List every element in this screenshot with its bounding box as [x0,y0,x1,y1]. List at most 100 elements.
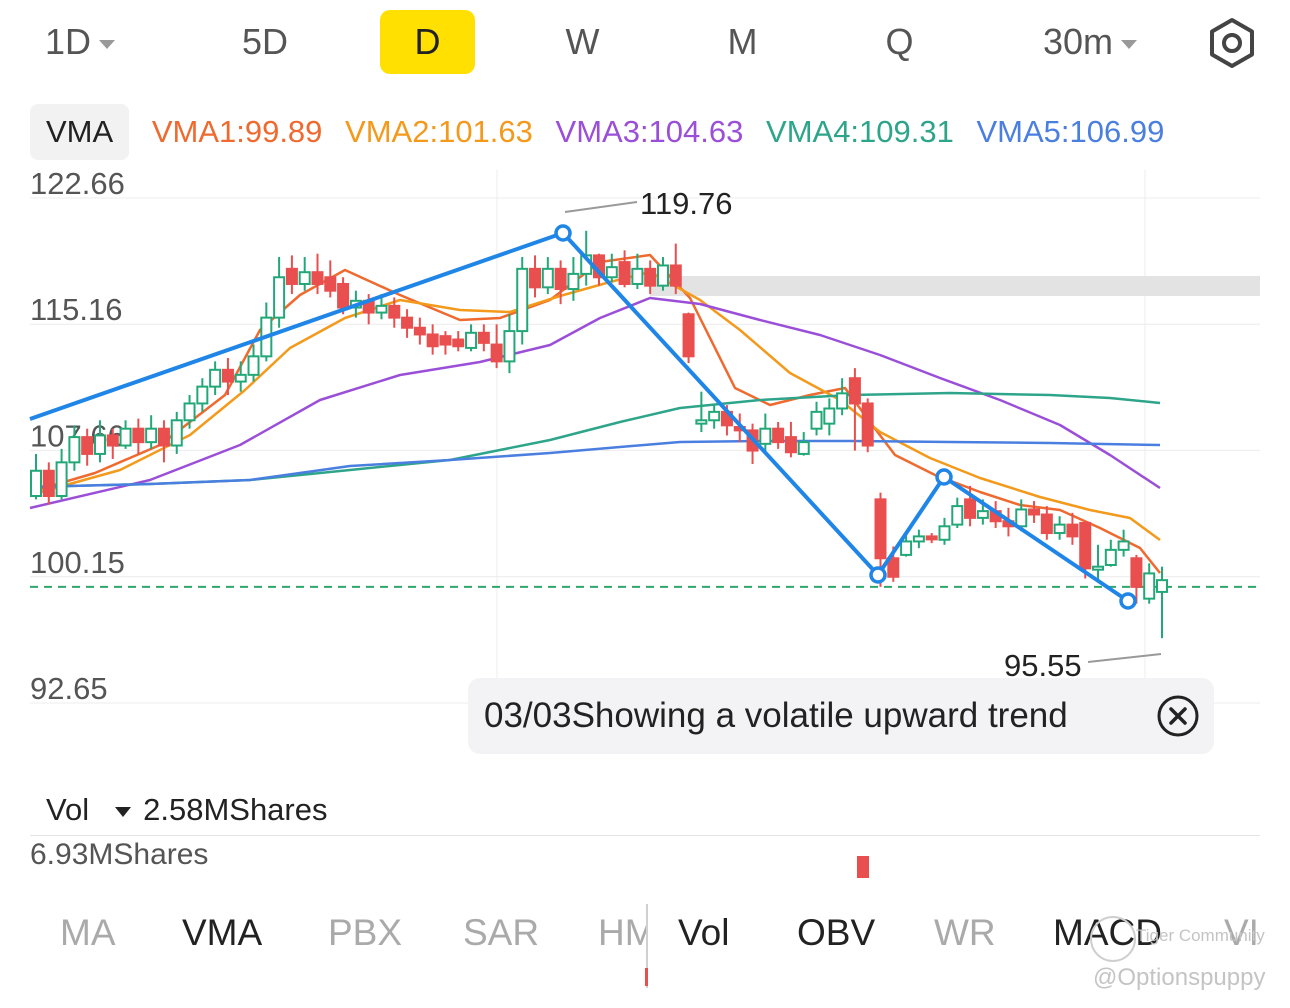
candle-body [644,267,657,287]
candle-body [874,498,887,560]
panel-divider [646,904,648,988]
candle-body [68,436,81,464]
close-icon[interactable] [1156,694,1200,738]
candle [324,260,337,298]
candle [1143,563,1156,604]
tab-1d[interactable]: 1D [30,10,130,74]
toast-text: 03/03Showing a volatile upward trend [484,696,1068,735]
candle [938,517,951,545]
y-tick-label: 100.15 [30,545,125,580]
tab-monthly[interactable]: M [695,10,790,74]
candle-body [605,266,618,279]
settings-hexagon-icon[interactable] [1205,16,1259,70]
candle [298,257,311,291]
candle [1053,516,1066,540]
candle [426,324,439,355]
volume-max: 6.93MShares [30,838,209,871]
candle-body [490,343,503,363]
indicator-hm[interactable]: HM [598,912,646,953]
candle-body [132,427,145,444]
candle [196,378,209,412]
candle-body [823,407,836,425]
candle-body [951,505,964,526]
candle-body [759,427,772,445]
candle-body [976,510,989,519]
tab-quarterly[interactable]: Q [852,10,947,74]
candle [925,533,938,544]
candle [759,413,772,454]
indicator-vi-wrap: VI [1224,906,1260,960]
candle [836,378,849,416]
candle [848,368,861,451]
candle-body [81,436,94,455]
candle-body [157,427,170,447]
tab-30m[interactable]: 30m [1030,10,1150,74]
candle [644,260,657,295]
candle-body [93,434,106,455]
indicator-pbx[interactable]: PBX [328,912,403,953]
candle [401,309,414,338]
candle [260,302,273,362]
candle [503,314,516,374]
indicator-vi[interactable]: VI [1224,912,1259,953]
indicator-ma[interactable]: MA [60,912,116,953]
indicator-wr[interactable]: WR [934,912,996,953]
chevron-down-icon [99,39,116,49]
candle-body [541,267,554,289]
resistance-zone [650,276,1260,296]
candle-body [375,304,388,314]
candle [567,257,580,301]
candle-body [1130,557,1143,588]
volume-label: Vol [46,792,90,827]
ma-line-vma4 [29,391,1161,489]
trend-toast: 03/03Showing a volatile upward trend [468,678,1214,754]
candle-body [465,331,478,349]
candle-body [887,557,900,578]
candle [1104,539,1117,567]
divider [30,835,1260,836]
candle-body [106,434,119,447]
candle [1040,506,1053,540]
candle [183,395,196,429]
candle [1130,554,1143,604]
tab-weekly[interactable]: W [535,10,630,74]
volume-header[interactable]: Vol 2.58MShares [46,788,328,832]
candle-body [55,461,68,498]
tab-daily[interactable]: D [380,10,475,74]
tab-monthly-label: M [727,21,758,62]
pivot-marker [869,566,887,584]
candle-body [324,276,337,292]
candle [221,358,234,396]
candle-body [784,436,797,454]
candle [772,421,785,449]
chevron-down-icon [1121,39,1138,49]
candle [234,361,247,392]
candle-body [452,338,465,348]
candle [618,250,631,288]
candle-body [861,402,874,447]
indicator-vol[interactable]: Vol [678,912,730,953]
indicator-obv[interactable]: OBV [797,912,876,953]
tab-5d[interactable]: 5D [215,10,315,74]
candle [93,420,106,463]
candle-body [656,264,669,287]
candle [708,405,721,429]
indicator-vma[interactable]: VMA [182,912,263,953]
candle-body [209,368,222,388]
candle-body [1117,540,1130,551]
low-label: 95.55 [1004,648,1082,683]
volume-value: 2.58MShares [143,792,328,827]
candle-body [618,261,631,285]
candle-body [145,427,158,444]
tab-daily-label: D [414,21,441,62]
indicator-sar[interactable]: SAR [463,912,540,953]
pivot-marker [554,224,572,242]
caret-down-icon [115,806,132,817]
candle [42,462,55,505]
tab-quarterly-label: Q [885,21,914,62]
candle [439,331,452,355]
vma-badge[interactable]: VMA [30,104,130,160]
candle [119,420,132,449]
